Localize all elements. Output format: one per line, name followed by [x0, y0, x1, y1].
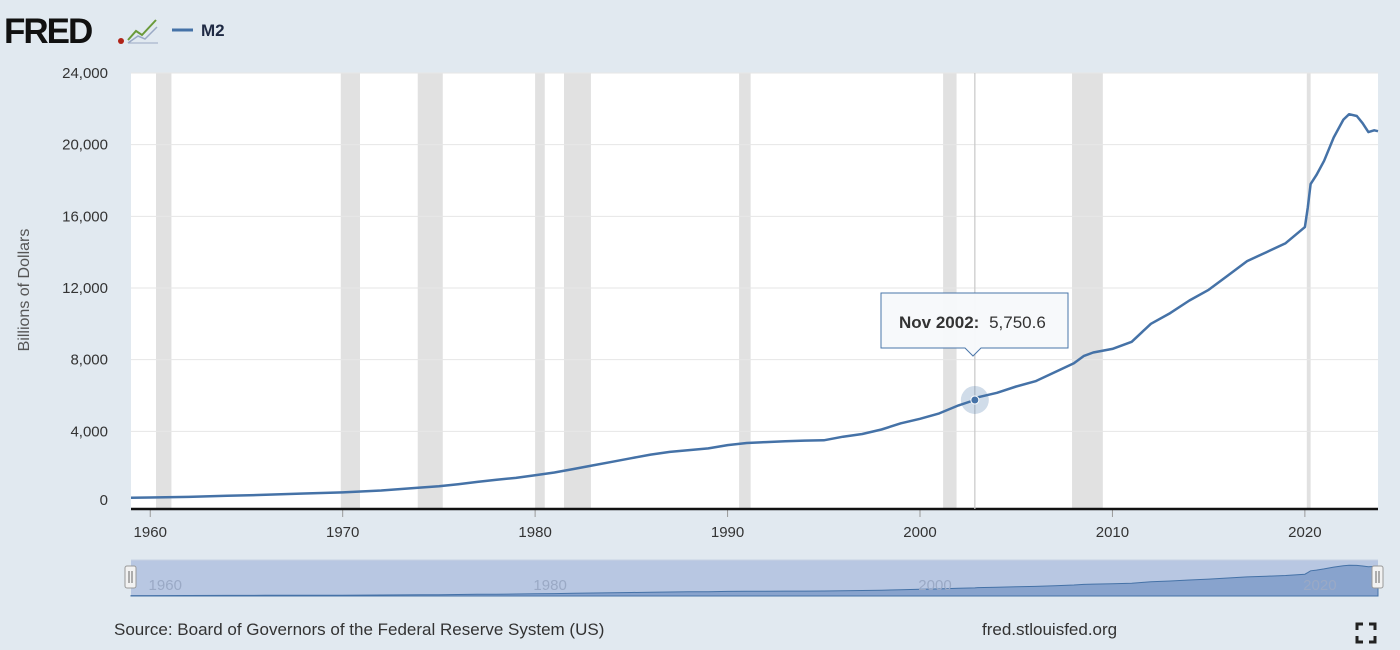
fullscreen-icon[interactable]	[1355, 622, 1377, 644]
recession-band	[739, 73, 751, 509]
svg-text:Nov 2002: 5,750.6: Nov 2002: 5,750.6	[899, 313, 1046, 332]
x-tick-label: 1970	[326, 524, 359, 541]
tooltip-value: 5,750.6	[989, 313, 1046, 332]
x-tick-label: 2020	[1288, 524, 1321, 541]
highlight-point[interactable]	[970, 395, 980, 405]
y-tick-label: 24,000	[62, 65, 108, 82]
site-link[interactable]: fred.stlouisfed.org	[982, 620, 1118, 639]
drag-handle-icon[interactable]	[124, 565, 137, 589]
recession-band	[340, 73, 361, 509]
drag-handle-icon[interactable]	[1371, 565, 1384, 589]
navigator-tick-label: 1980	[533, 577, 566, 594]
fred-logo[interactable]: FRED	[4, 12, 94, 51]
navigator[interactable]: 1960 1980 2000 2020	[124, 559, 1384, 597]
series-line-m2	[130, 112, 1379, 500]
recession-band	[1306, 73, 1311, 509]
x-tick-label: 1990	[711, 524, 744, 541]
recession-band	[535, 73, 545, 509]
source-note: Source: Board of Governors of the Federa…	[114, 620, 605, 639]
plot-area	[131, 73, 1378, 509]
y-axis-title: Billions of Dollars	[16, 229, 33, 352]
navigator-tick-label: 2020	[1303, 577, 1336, 594]
y-tick-label: 20,000	[62, 137, 108, 154]
x-tick-label: 2010	[1096, 524, 1129, 541]
y-tick-label: 16,000	[62, 208, 108, 225]
recession-band	[417, 73, 443, 509]
y-tick-label: 12,000	[62, 280, 108, 297]
navigator-tick-label: 2000	[918, 577, 951, 594]
navigator-series	[130, 564, 1379, 597]
legend-label[interactable]: M2	[201, 21, 225, 40]
y-tick-label: 4,000	[70, 423, 108, 440]
recession-band	[156, 73, 172, 509]
x-tick-label: 1980	[518, 524, 551, 541]
y-tick-label: 8,000	[70, 352, 108, 369]
x-tick-label: 1960	[134, 524, 167, 541]
recession-band	[943, 73, 957, 509]
tooltip-date: Nov 2002:	[899, 313, 979, 332]
tooltip: Nov 2002: 5,750.6	[880, 292, 1069, 357]
y-tick-label: 0	[100, 492, 108, 509]
x-axis-ticks: 1960 1970 1980 1990 2000 2010 2020	[134, 509, 1322, 541]
recession-band	[563, 73, 591, 509]
navigator-ticks: 1960 1980 2000 2020	[149, 577, 1337, 594]
x-tick-label: 2000	[903, 524, 936, 541]
navigator-tick-label: 1960	[149, 577, 182, 594]
gridlines	[131, 72, 1378, 432]
recession-bands	[156, 73, 1311, 509]
y-axis-ticks: 0 4,000 8,000 12,000 16,000 20,000 24,000	[62, 65, 108, 509]
recession-band	[1072, 73, 1103, 509]
line-chart-icon	[127, 19, 158, 44]
logo-dot	[118, 38, 124, 44]
